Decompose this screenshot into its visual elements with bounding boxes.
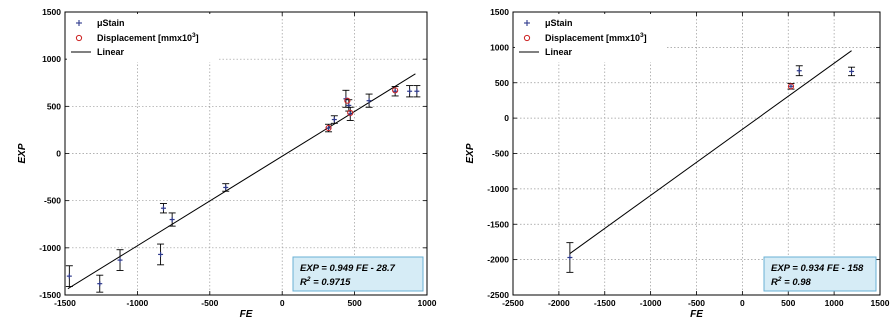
x-tick-label: 0: [740, 298, 745, 308]
stain-point: [158, 251, 164, 257]
stain-point: [407, 88, 413, 94]
displacement-point: [325, 124, 332, 132]
y-tick-label: 500: [495, 78, 509, 88]
legend-disp-close: ]: [196, 33, 199, 43]
stain-point: [223, 184, 229, 190]
equation-text: EXP = 0.949 FE - 28.7: [300, 263, 396, 274]
stain-point: [97, 281, 103, 287]
legend-label-linear: Linear: [545, 47, 573, 57]
equation-box-bg: [763, 256, 877, 292]
x-tick-label: -1500: [54, 298, 76, 308]
y-tick-label: -500: [44, 196, 61, 206]
y-tick-label: -1000: [39, 243, 61, 253]
r-squared-text: R2 = 0.98: [771, 276, 812, 288]
x-tick-label: -2000: [548, 298, 570, 308]
x-tick-label: -1000: [127, 298, 149, 308]
r-squared-text: R2 = 0.9715: [300, 276, 351, 288]
legend-box: [67, 14, 217, 62]
legend-disp-exponent: 3: [192, 32, 196, 39]
stain-point: [788, 83, 794, 89]
y-tick-label: 1500: [490, 7, 509, 17]
y-axis-label: EXP: [17, 143, 28, 163]
stain-point: [66, 273, 72, 279]
y-tick-label: 1000: [42, 54, 61, 64]
legend-label-displacement: Displacement [mmx103]: [545, 32, 647, 43]
stain-point: [169, 217, 175, 223]
legend-disp-close: ]: [644, 33, 647, 43]
stain-point: [331, 117, 337, 123]
r2-prefix: R: [300, 277, 307, 288]
legend-stain-text: Stain: [103, 18, 125, 28]
y-tick-label: 0: [56, 149, 61, 159]
x-axis-label: FE: [240, 309, 253, 320]
equation-box-bg: [292, 256, 424, 292]
legend-label-linear: Linear: [97, 47, 125, 57]
x-tick-label: 500: [781, 298, 795, 308]
x-tick-label: -500: [201, 298, 218, 308]
legend-disp-text: Displacement [mmx10: [545, 33, 640, 43]
r2-prefix: R: [771, 277, 778, 288]
y-tick-label: -1000: [487, 184, 509, 194]
stain-point: [326, 125, 332, 131]
x-axis-label: FE: [690, 309, 703, 320]
equation-box: EXP = 0.949 FE - 28.7 R2 = 0.9715: [292, 256, 424, 292]
x-tick-label: 1000: [825, 298, 844, 308]
x-tick-label: -500: [688, 298, 705, 308]
x-tick-label: -1000: [640, 298, 662, 308]
displacement-point: [392, 87, 399, 94]
r2-exponent: 2: [777, 276, 782, 283]
legend-stain-text: Stain: [551, 18, 573, 28]
y-tick-label: 500: [47, 101, 61, 111]
y-tick-label: -1500: [39, 290, 61, 300]
displacement-point: [344, 97, 351, 104]
stain-point: [160, 205, 166, 211]
y-tick-label: 0: [504, 113, 509, 123]
legend-mu: μ: [545, 18, 551, 28]
chart-1: -1500 -1000 -500 0 500 1000 -1500 -1000 -500 0 500…: [17, 7, 437, 320]
legend: μStain Displacement [mmx103] Linear: [67, 14, 217, 62]
equation-box: EXP = 0.934 FE - 158 R2 = 0.98: [763, 256, 877, 292]
x-tick-label: -1500: [594, 298, 616, 308]
displacement-point: [787, 83, 795, 90]
x-tick-label: 1500: [871, 298, 890, 308]
linear-fit-line: [569, 50, 852, 254]
equation-text: EXP = 0.934 FE - 158: [771, 263, 864, 274]
y-tick-label: 1500: [42, 7, 61, 17]
x-tick-label: 1000: [418, 298, 437, 308]
y-tick-label: -2500: [487, 290, 509, 300]
stain-point: [849, 68, 855, 74]
r2-value: = 0.9715: [311, 277, 352, 288]
stain-point: [414, 88, 420, 94]
y-tick-label: -500: [492, 149, 509, 159]
x-tick-label: -2500: [502, 298, 524, 308]
y-tick-label: -1500: [487, 219, 509, 229]
legend-label-displacement: Displacement [mmx103]: [97, 32, 199, 43]
legend-mu: μ: [97, 18, 103, 28]
legend-box: [515, 14, 665, 62]
stain-point: [366, 98, 372, 104]
y-axis-label: EXP: [465, 143, 476, 163]
stain-point: [796, 68, 802, 74]
legend-circle-icon: [75, 34, 83, 42]
r2-value: = 0.98: [782, 277, 812, 288]
x-tick-label: 500: [348, 298, 362, 308]
legend-disp-text: Displacement [mmx10: [97, 33, 192, 43]
legend-circle-icon: [523, 34, 531, 42]
stain-point: [567, 255, 573, 261]
y-tick-label: 1000: [490, 42, 509, 52]
x-tick-label: 0: [280, 298, 285, 308]
r2-exponent: 2: [306, 276, 311, 283]
legend-label-stain: μStain: [545, 18, 573, 28]
legend: μStain Displacement [mmx103] Linear: [515, 14, 665, 62]
legend-disp-exponent: 3: [640, 32, 644, 39]
stain-point: [117, 257, 123, 263]
linear-fit-line: [67, 73, 416, 290]
chart-2: -2500 -2000 -1500 -1000 -500 0 500 1000 1500 -250…: [465, 7, 890, 320]
displacement-point: [347, 109, 354, 117]
legend-label-stain: μStain: [97, 18, 125, 28]
y-tick-label: -2000: [487, 255, 509, 265]
